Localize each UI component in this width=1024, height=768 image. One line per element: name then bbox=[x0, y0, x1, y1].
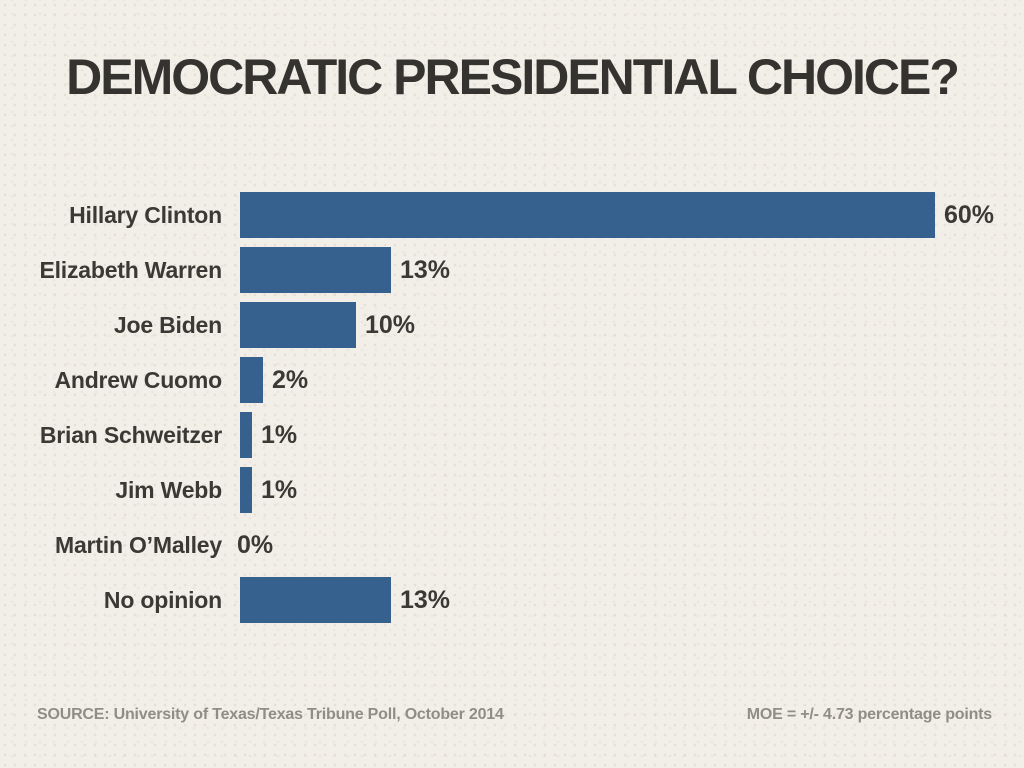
bar bbox=[240, 577, 391, 623]
bar bbox=[240, 302, 356, 348]
moe-note: MOE = +/- 4.73 percentage points bbox=[746, 706, 992, 723]
chart-row: Hillary Clinton 60% bbox=[0, 192, 1024, 238]
bar bbox=[240, 247, 391, 293]
category-label: Andrew Cuomo bbox=[54, 367, 222, 393]
value-label: 13% bbox=[400, 586, 451, 614]
chart-row: Brian Schweitzer 1% bbox=[0, 412, 1024, 458]
category-label: Martin O’Malley bbox=[55, 532, 222, 558]
category-label: Brian Schweitzer bbox=[39, 422, 222, 448]
value-label: 60% bbox=[944, 201, 995, 229]
value-label: 1% bbox=[261, 476, 298, 504]
bar-chart: Hillary Clinton 60% Elizabeth Warren 13% Joe… bbox=[0, 192, 1024, 632]
bar bbox=[240, 357, 263, 403]
bar bbox=[240, 192, 935, 238]
value-label: 10% bbox=[365, 311, 416, 339]
value-label: 13% bbox=[400, 256, 451, 284]
category-label: Joe Biden bbox=[113, 312, 222, 338]
chart-title: DEMOCRATIC PRESIDENTIAL CHOICE? bbox=[66, 49, 960, 105]
chart-row: Joe Biden 10% bbox=[0, 302, 1024, 348]
category-label: Jim Webb bbox=[115, 477, 222, 503]
chart-row: Martin O’Malley 0% bbox=[0, 522, 1024, 568]
category-label: Elizabeth Warren bbox=[39, 257, 222, 283]
chart-row: No opinion 13% bbox=[0, 577, 1024, 623]
category-label: No opinion bbox=[103, 587, 222, 613]
category-label: Hillary Clinton bbox=[69, 202, 222, 228]
value-label: 1% bbox=[261, 421, 298, 449]
source-note: SOURCE: University of Texas/Texas Tribun… bbox=[37, 706, 504, 723]
value-label: 0% bbox=[237, 531, 274, 559]
chart-row: Jim Webb 1% bbox=[0, 467, 1024, 513]
chart-row: Elizabeth Warren 13% bbox=[0, 247, 1024, 293]
value-label: 2% bbox=[272, 366, 309, 394]
chart-row: Andrew Cuomo 2% bbox=[0, 357, 1024, 403]
bar bbox=[240, 467, 252, 513]
bar bbox=[240, 412, 252, 458]
